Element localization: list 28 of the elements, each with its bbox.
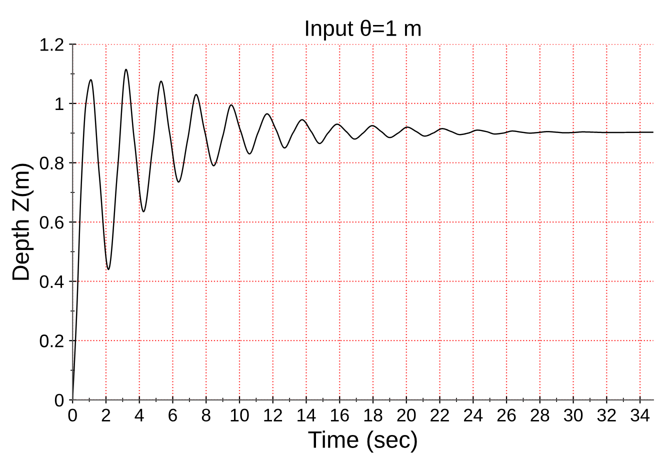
- x-tick-label: 6: [168, 408, 177, 422]
- x-tick-label: 32: [597, 408, 616, 422]
- y-tick-label: 0: [54, 394, 64, 407]
- x-tick-label: 22: [430, 408, 449, 422]
- x-tick-label: 8: [202, 408, 210, 422]
- x-tick-label: 10: [230, 408, 249, 422]
- x-tick-label: 20: [397, 408, 416, 422]
- x-tick-label: 16: [330, 408, 349, 422]
- x-tick-label: 4: [134, 408, 144, 422]
- x-tick-label: 24: [464, 408, 483, 422]
- x-tick-label: 2: [102, 408, 110, 422]
- x-tick-label: 30: [564, 408, 583, 422]
- y-tick-label: 0.4: [40, 275, 64, 288]
- y-tick-label: 0.6: [40, 216, 64, 229]
- y-tick-label: 1: [56, 98, 64, 110]
- x-tick-label: 12: [264, 408, 282, 422]
- x-axis-title: Time (sec): [308, 430, 417, 453]
- x-tick-label: 0: [68, 408, 77, 422]
- chart-title: Input θ=1 m: [306, 20, 421, 40]
- y-tick-label: 0.8: [40, 156, 64, 170]
- y-tick-label: 1.2: [40, 38, 64, 51]
- y-tick-label: 0.2: [40, 334, 64, 348]
- x-tick-label: 14: [298, 408, 316, 422]
- y-axis-title: Depth Z(m): [12, 164, 34, 280]
- x-tick-label: 18: [364, 408, 382, 422]
- x-tick-label: 28: [530, 408, 550, 422]
- x-tick-label: 26: [497, 408, 516, 422]
- x-tick-label: 34: [630, 408, 650, 422]
